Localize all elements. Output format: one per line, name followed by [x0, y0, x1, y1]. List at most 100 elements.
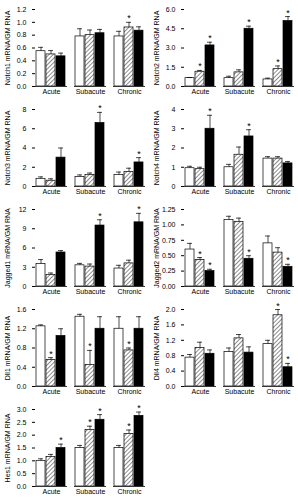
- svg-text:0.8: 0.8: [17, 344, 27, 351]
- svg-text:Acute: Acute: [43, 388, 61, 395]
- svg-text:0.0: 0.0: [17, 383, 27, 390]
- svg-text:6: 6: [23, 244, 27, 251]
- svg-text:1.00: 1.00: [162, 221, 176, 228]
- svg-text:*: *: [127, 13, 131, 23]
- svg-text:*: *: [98, 406, 102, 416]
- svg-text:*: *: [208, 33, 212, 43]
- svg-text:0.6: 0.6: [17, 44, 27, 51]
- svg-text:0.4: 0.4: [166, 367, 176, 374]
- svg-text:4.5: 4.5: [166, 25, 176, 32]
- svg-text:0.0: 0.0: [166, 83, 176, 90]
- svg-text:Chronic: Chronic: [266, 88, 291, 95]
- svg-text:*: *: [247, 247, 251, 257]
- svg-text:4: 4: [172, 106, 176, 113]
- svg-text:12: 12: [19, 206, 27, 213]
- svg-text:8: 8: [23, 106, 27, 113]
- svg-text:*: *: [98, 103, 102, 113]
- svg-text:*: *: [49, 349, 53, 359]
- svg-text:0: 0: [23, 183, 27, 190]
- svg-text:1.2: 1.2: [17, 6, 27, 13]
- svg-text:Subacute: Subacute: [76, 88, 106, 95]
- svg-text:Acute: Acute: [43, 288, 61, 295]
- svg-text:1.2: 1.2: [17, 325, 27, 332]
- svg-text:Hes1 mRNA/GM RNA: Hes1 mRNA/GM RNA: [4, 413, 11, 482]
- svg-text:1.5: 1.5: [166, 63, 176, 70]
- svg-text:0.0: 0.0: [17, 483, 27, 490]
- svg-text:1.5: 1.5: [17, 444, 27, 451]
- svg-text:4: 4: [23, 144, 27, 151]
- svg-text:0.4: 0.4: [17, 57, 27, 64]
- svg-text:Chronic: Chronic: [266, 388, 291, 395]
- svg-text:Chronic: Chronic: [117, 88, 142, 95]
- svg-text:Jagged1 mRNA/GM RNA: Jagged1 mRNA/GM RNA: [4, 208, 12, 288]
- svg-text:Chronic: Chronic: [266, 188, 291, 195]
- svg-text:Subacute: Subacute: [225, 88, 255, 95]
- svg-text:6.0: 6.0: [166, 6, 176, 13]
- svg-text:*: *: [198, 249, 202, 259]
- svg-text:Subacute: Subacute: [76, 288, 106, 295]
- svg-text:*: *: [276, 301, 280, 311]
- svg-text:0.50: 0.50: [162, 252, 176, 259]
- svg-text:Dll1 mRNA/GM RNA: Dll1 mRNA/GM RNA: [4, 315, 11, 380]
- svg-text:Subacute: Subacute: [225, 288, 255, 295]
- svg-text:*: *: [247, 17, 251, 27]
- svg-text:Subacute: Subacute: [225, 388, 255, 395]
- svg-text:1.6: 1.6: [17, 306, 27, 313]
- svg-text:*: *: [127, 421, 131, 431]
- svg-text:Acute: Acute: [192, 188, 210, 195]
- svg-text:Chronic: Chronic: [117, 388, 142, 395]
- svg-text:2.0: 2.0: [17, 431, 27, 438]
- svg-text:Acute: Acute: [43, 188, 61, 195]
- svg-text:*: *: [59, 435, 63, 445]
- svg-text:*: *: [276, 57, 280, 67]
- svg-text:*: *: [208, 106, 212, 116]
- svg-text:1: 1: [172, 163, 176, 170]
- svg-text:Acute: Acute: [43, 488, 61, 495]
- svg-text:0.8: 0.8: [17, 31, 27, 38]
- svg-text:*: *: [286, 8, 290, 18]
- svg-text:3: 3: [172, 125, 176, 132]
- svg-text:Dll4 mRNA/GM RNA: Dll4 mRNA/GM RNA: [153, 315, 160, 380]
- svg-text:3: 3: [23, 263, 27, 270]
- svg-text:0.0: 0.0: [166, 383, 176, 390]
- svg-text:2: 2: [23, 163, 27, 170]
- svg-text:Subacute: Subacute: [76, 488, 106, 495]
- svg-text:2: 2: [172, 144, 176, 151]
- svg-text:Acute: Acute: [43, 88, 61, 95]
- svg-text:9: 9: [23, 225, 27, 232]
- svg-text:0.2: 0.2: [17, 70, 27, 77]
- svg-text:2.0: 2.0: [166, 306, 176, 313]
- svg-text:*: *: [247, 121, 251, 131]
- svg-text:Chronic: Chronic: [266, 288, 291, 295]
- svg-text:Jagged2 mRNA/GM RNA: Jagged2 mRNA/GM RNA: [153, 208, 161, 288]
- svg-text:1.0: 1.0: [17, 457, 27, 464]
- svg-text:*: *: [286, 255, 290, 265]
- svg-text:0.5: 0.5: [17, 470, 27, 477]
- svg-text:1.0: 1.0: [17, 19, 27, 26]
- svg-text:*: *: [88, 341, 92, 351]
- svg-text:1.2: 1.2: [166, 337, 176, 344]
- svg-text:Acute: Acute: [192, 88, 210, 95]
- svg-text:*: *: [208, 260, 212, 270]
- svg-text:1.6: 1.6: [166, 321, 176, 328]
- svg-text:Acute: Acute: [192, 288, 210, 295]
- svg-text:0: 0: [172, 183, 176, 190]
- svg-text:0.4: 0.4: [17, 363, 27, 370]
- svg-text:3.0: 3.0: [166, 44, 176, 51]
- svg-text:Notch2 mRNA/GM RNA: Notch2 mRNA/GM RNA: [153, 10, 160, 85]
- svg-text:0.00: 0.00: [162, 283, 176, 290]
- svg-text:*: *: [88, 417, 92, 427]
- svg-text:*: *: [198, 61, 202, 71]
- svg-text:*: *: [137, 149, 141, 159]
- svg-text:Acute: Acute: [192, 388, 210, 395]
- svg-text:Subacute: Subacute: [76, 388, 106, 395]
- svg-text:0.0: 0.0: [17, 83, 27, 90]
- svg-text:1.25: 1.25: [162, 206, 176, 213]
- svg-text:2.5: 2.5: [17, 419, 27, 426]
- svg-text:0.25: 0.25: [162, 267, 176, 274]
- svg-text:Subacute: Subacute: [225, 188, 255, 195]
- svg-text:*: *: [137, 403, 141, 413]
- svg-text:Notch4 mRNA/GM RNA: Notch4 mRNA/GM RNA: [153, 110, 160, 185]
- svg-text:Notch1 mRNA/GM RNA: Notch1 mRNA/GM RNA: [4, 10, 11, 85]
- svg-text:6: 6: [23, 125, 27, 132]
